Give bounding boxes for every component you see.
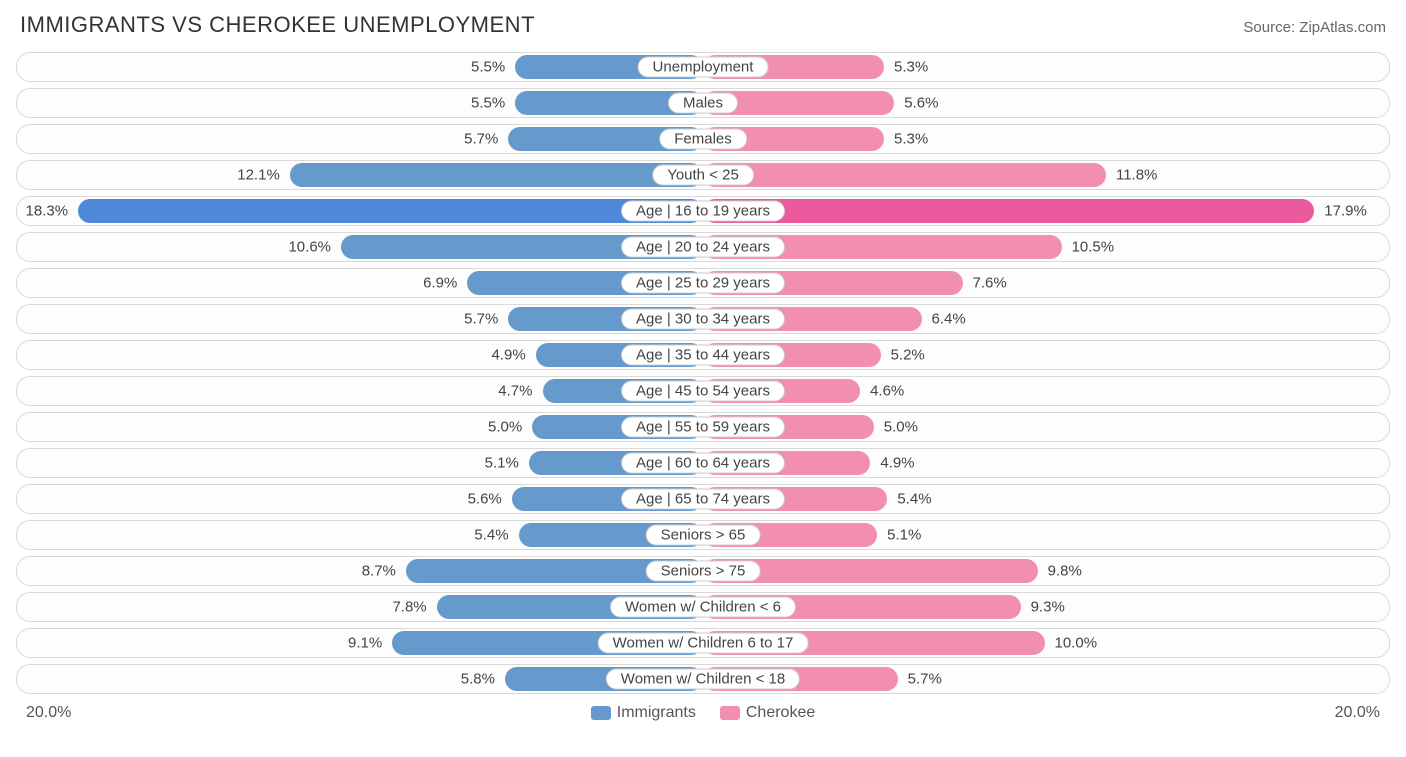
value-right: 11.8%: [1116, 167, 1157, 184]
bar-left: [290, 163, 703, 187]
chart-row: 5.7% 5.3% Females: [16, 124, 1390, 154]
source-prefix: Source:: [1243, 19, 1299, 36]
axis-max-right: 20.0%: [1335, 704, 1380, 722]
category-label: Age | 25 to 29 years: [621, 273, 785, 294]
value-right: 7.6%: [973, 275, 1007, 292]
bar-right: [703, 199, 1314, 223]
category-label: Women w/ Children < 18: [606, 669, 800, 690]
category-label: Age | 45 to 54 years: [621, 381, 785, 402]
chart-row: 10.6% 10.5% Age | 20 to 24 years: [16, 232, 1390, 262]
value-left: 5.1%: [485, 455, 519, 472]
value-right: 10.0%: [1055, 635, 1098, 652]
chart-row: 12.1% 11.8% Youth < 25: [16, 160, 1390, 190]
chart-row: 6.9% 7.6% Age | 25 to 29 years: [16, 268, 1390, 298]
value-right: 9.3%: [1031, 599, 1065, 616]
value-right: 5.1%: [887, 527, 921, 544]
value-right: 4.9%: [880, 455, 914, 472]
value-left: 9.1%: [348, 635, 382, 652]
chart-source: Source: ZipAtlas.com: [1243, 19, 1386, 36]
value-right: 5.2%: [891, 347, 925, 364]
category-label: Seniors > 65: [646, 525, 761, 546]
category-label: Females: [659, 129, 747, 150]
bar-right: [703, 163, 1106, 187]
legend-swatch-right: [720, 706, 740, 720]
value-left: 18.3%: [26, 203, 69, 220]
value-right: 5.4%: [897, 491, 931, 508]
category-label: Age | 20 to 24 years: [621, 237, 785, 258]
value-left: 5.4%: [474, 527, 508, 544]
chart-row: 5.6% 5.4% Age | 65 to 74 years: [16, 484, 1390, 514]
value-left: 6.9%: [423, 275, 457, 292]
chart-row: 9.1% 10.0% Women w/ Children 6 to 17: [16, 628, 1390, 658]
chart-row: 8.7% 9.8% Seniors > 75: [16, 556, 1390, 586]
legend-item-left: Immigrants: [591, 704, 696, 722]
category-label: Youth < 25: [652, 165, 754, 186]
category-label: Age | 60 to 64 years: [621, 453, 785, 474]
value-right: 6.4%: [932, 311, 966, 328]
value-right: 5.3%: [894, 59, 928, 76]
value-right: 5.7%: [908, 671, 942, 688]
value-left: 5.5%: [471, 95, 505, 112]
chart-row: 5.0% 5.0% Age | 55 to 59 years: [16, 412, 1390, 442]
value-right: 4.6%: [870, 383, 904, 400]
category-label: Age | 35 to 44 years: [621, 345, 785, 366]
diverging-bar-chart: 5.5% 5.3% Unemployment 5.5% 5.6% Males 5.7% 5.3…: [16, 52, 1390, 694]
value-left: 5.7%: [464, 311, 498, 328]
category-label: Age | 55 to 59 years: [621, 417, 785, 438]
value-left: 8.7%: [362, 563, 396, 580]
category-label: Age | 16 to 19 years: [621, 201, 785, 222]
legend: Immigrants Cherokee: [591, 704, 816, 722]
value-left: 5.7%: [464, 131, 498, 148]
value-left: 12.1%: [237, 167, 280, 184]
value-left: 10.6%: [288, 239, 331, 256]
chart-header: IMMIGRANTS VS CHEROKEE UNEMPLOYMENT Sour…: [16, 12, 1390, 38]
value-left: 7.8%: [392, 599, 426, 616]
value-left: 5.8%: [461, 671, 495, 688]
category-label: Women w/ Children < 6: [610, 597, 796, 618]
legend-label-right: Cherokee: [746, 704, 815, 722]
value-left: 4.9%: [491, 347, 525, 364]
bar-left: [78, 199, 703, 223]
chart-row: 5.5% 5.3% Unemployment: [16, 52, 1390, 82]
chart-row: 5.1% 4.9% Age | 60 to 64 years: [16, 448, 1390, 478]
value-right: 5.3%: [894, 131, 928, 148]
value-left: 5.6%: [468, 491, 502, 508]
chart-footer: 20.0% Immigrants Cherokee 20.0%: [16, 704, 1390, 722]
chart-row: 5.5% 5.6% Males: [16, 88, 1390, 118]
legend-item-right: Cherokee: [720, 704, 815, 722]
legend-label-left: Immigrants: [617, 704, 696, 722]
value-left: 4.7%: [498, 383, 532, 400]
category-label: Seniors > 75: [646, 561, 761, 582]
value-left: 5.0%: [488, 419, 522, 436]
value-left: 5.5%: [471, 59, 505, 76]
category-label: Women w/ Children 6 to 17: [598, 633, 809, 654]
chart-row: 7.8% 9.3% Women w/ Children < 6: [16, 592, 1390, 622]
chart-row: 5.4% 5.1% Seniors > 65: [16, 520, 1390, 550]
legend-swatch-left: [591, 706, 611, 720]
category-label: Males: [668, 93, 738, 114]
category-label: Age | 65 to 74 years: [621, 489, 785, 510]
value-right: 5.6%: [904, 95, 938, 112]
chart-row: 5.8% 5.7% Women w/ Children < 18: [16, 664, 1390, 694]
value-right: 17.9%: [1324, 203, 1367, 220]
axis-max-left: 20.0%: [26, 704, 71, 722]
value-right: 10.5%: [1072, 239, 1115, 256]
chart-row: 4.9% 5.2% Age | 35 to 44 years: [16, 340, 1390, 370]
chart-row: 4.7% 4.6% Age | 45 to 54 years: [16, 376, 1390, 406]
chart-row: 5.7% 6.4% Age | 30 to 34 years: [16, 304, 1390, 334]
value-right: 5.0%: [884, 419, 918, 436]
category-label: Unemployment: [638, 57, 769, 78]
chart-title: IMMIGRANTS VS CHEROKEE UNEMPLOYMENT: [20, 12, 535, 38]
source-name: ZipAtlas.com: [1299, 19, 1386, 36]
category-label: Age | 30 to 34 years: [621, 309, 785, 330]
chart-row: 18.3% 17.9% Age | 16 to 19 years: [16, 196, 1390, 226]
value-right: 9.8%: [1048, 563, 1082, 580]
